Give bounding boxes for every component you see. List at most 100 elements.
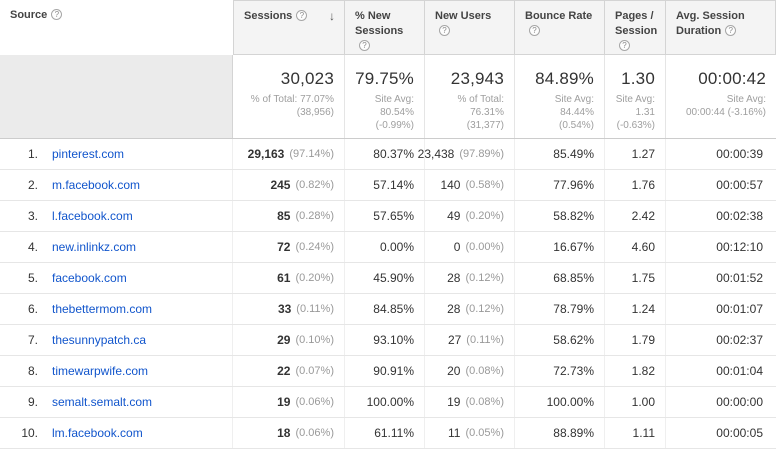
summary-pages-session: 1.30 Site Avg: 1.31 (-0.63%) (605, 55, 666, 138)
help-icon[interactable]: ? (619, 40, 630, 51)
source-cell: 9. semalt.semalt.com (0, 387, 233, 417)
summary-avg-duration: 00:00:42 Site Avg: 00:00:44 (-3.16%) (666, 55, 776, 138)
new-sessions-cell: 90.91% (345, 356, 425, 386)
new-users-percent: (0.00%) (465, 241, 504, 253)
column-label-pages-session: Pages / Session (615, 10, 658, 37)
source-link[interactable]: thebettermom.com (52, 302, 153, 316)
column-header-avg-duration[interactable]: Avg. Session Duration? (666, 0, 776, 55)
summary-new-sessions-value: 79.75% (355, 69, 414, 88)
new-sessions-cell: 45.90% (345, 263, 425, 293)
sessions-percent: (0.24%) (295, 241, 334, 253)
new-users-percent: (0.20%) (465, 210, 504, 222)
new-sessions-cell: 57.65% (345, 201, 425, 231)
summary-new-users: 23,943 % of Total: 76.31% (31,377) (425, 55, 515, 138)
source-link[interactable]: facebook.com (52, 271, 127, 285)
sessions-cell: 72 (0.24%) (233, 232, 345, 262)
summary-sessions-subline: (38,956) (296, 107, 334, 118)
sort-descending-icon: ↓ (329, 9, 335, 23)
sessions-cell: 19 (0.06%) (233, 387, 345, 417)
source-link[interactable]: l.facebook.com (52, 209, 133, 223)
new-users-cell: 23,438 (97.89%) (418, 139, 515, 169)
summary-pages-session-subline: Site Avg: 1.31 (615, 94, 655, 118)
source-link[interactable]: lm.facebook.com (52, 426, 143, 440)
table-row: 9. semalt.semalt.com 19 (0.06%) 100.00% … (0, 387, 776, 418)
summary-bounce-rate: 84.89% Site Avg: 84.44% (0.54%) (515, 55, 605, 138)
avg-duration-cell: 00:02:38 (716, 209, 763, 223)
column-label-new-users: New Users (435, 10, 492, 22)
source-link[interactable]: semalt.semalt.com (52, 395, 153, 409)
help-icon[interactable]: ? (359, 40, 370, 51)
source-link[interactable]: pinterest.com (52, 147, 125, 161)
new-users-percent: (0.58%) (465, 179, 504, 191)
new-sessions-cell: 100.00% (345, 387, 425, 417)
summary-new-sessions-subline: Site Avg: 80.54% (374, 94, 414, 118)
pages-session-cell: 2.42 (605, 201, 666, 231)
column-label-source: Source (10, 9, 48, 21)
sessions-cell: 33 (0.11%) (233, 294, 345, 324)
source-cell: 5. facebook.com (0, 263, 233, 293)
column-header-source[interactable]: Source? (0, 0, 233, 55)
column-header-new-sessions[interactable]: % New Sessions? (345, 0, 425, 55)
table-summary-row: 30,023 % of Total: 77.07% (38,956) 79.75… (0, 55, 776, 139)
sessions-value: 29,163 (247, 147, 285, 161)
table-row: 3. l.facebook.com 85 (0.28%) 57.65% 49 (… (0, 201, 776, 232)
summary-new-users-subline: % of Total: 76.31% (457, 94, 504, 118)
sessions-cell: 18 (0.06%) (233, 418, 345, 448)
column-header-sessions[interactable]: Sessions? ↓ (233, 0, 345, 55)
new-sessions-cell: 57.14% (345, 170, 425, 200)
sessions-value: 85 (277, 209, 291, 223)
new-users-cell: 19 (0.08%) (425, 387, 515, 417)
table-row: 7. thesunnypatch.ca 29 (0.10%) 93.10% 27… (0, 325, 776, 356)
sessions-percent: (0.82%) (295, 179, 334, 191)
new-users-cell: 28 (0.12%) (425, 294, 515, 324)
new-sessions-cell: 61.11% (345, 418, 425, 448)
new-users-value: 140 (440, 178, 461, 192)
avg-duration-cell: 00:01:04 (716, 364, 763, 378)
row-rank: 6. (27, 302, 38, 316)
source-link[interactable]: new.inlinkz.com (52, 240, 137, 254)
source-link[interactable]: thesunnypatch.ca (52, 333, 147, 347)
new-users-percent: (97.89%) (459, 148, 504, 160)
new-users-value: 20 (447, 364, 461, 378)
row-rank: 1. (27, 147, 38, 161)
pages-session-cell: 1.00 (605, 387, 666, 417)
source-link[interactable]: m.facebook.com (52, 178, 141, 192)
avg-duration-cell: 00:01:52 (716, 271, 763, 285)
new-users-value: 19 (447, 395, 461, 409)
sessions-value: 22 (277, 364, 291, 378)
column-header-new-users[interactable]: New Users? (425, 0, 515, 55)
table-header-row: Source? Sessions? ↓ % New Sessions? New … (0, 0, 776, 55)
pages-session-cell: 4.60 (605, 232, 666, 262)
help-icon[interactable]: ? (296, 10, 308, 21)
table-row: 10. lm.facebook.com 18 (0.06%) 61.11% 11… (0, 418, 776, 449)
source-cell: 7. thesunnypatch.ca (0, 325, 233, 355)
sessions-percent: (0.20%) (295, 272, 334, 284)
new-users-cell: 11 (0.05%) (425, 418, 515, 448)
source-cell: 1. pinterest.com (0, 139, 233, 169)
sessions-value: 72 (277, 240, 291, 254)
summary-new-users-subline: (31,377) (466, 120, 504, 131)
pages-session-cell: 1.82 (605, 356, 666, 386)
row-rank: 2. (27, 178, 38, 192)
new-sessions-cell: 80.37% (345, 139, 425, 169)
sessions-cell: 61 (0.20%) (233, 263, 345, 293)
column-header-bounce-rate[interactable]: Bounce Rate? (515, 0, 605, 55)
help-icon[interactable]: ? (725, 25, 737, 36)
source-link[interactable]: timewarpwife.com (52, 364, 149, 378)
bounce-rate-cell: 72.73% (515, 356, 605, 386)
new-users-percent: (0.05%) (465, 427, 504, 439)
sessions-cell: 22 (0.07%) (233, 356, 345, 386)
source-cell: 2. m.facebook.com (0, 170, 233, 200)
bounce-rate-cell: 68.85% (515, 263, 605, 293)
help-icon[interactable]: ? (439, 25, 450, 36)
help-icon[interactable]: ? (529, 25, 540, 36)
table-row: 6. thebettermom.com 33 (0.11%) 84.85% 28… (0, 294, 776, 325)
avg-duration-cell: 00:00:39 (716, 147, 763, 161)
new-users-cell: 49 (0.20%) (425, 201, 515, 231)
help-icon[interactable]: ? (51, 9, 63, 20)
new-users-value: 0 (453, 240, 461, 254)
summary-pages-session-subline: (-0.63%) (616, 120, 655, 131)
new-users-percent: (0.12%) (465, 272, 504, 284)
column-header-pages-session[interactable]: Pages / Session? (605, 0, 666, 55)
